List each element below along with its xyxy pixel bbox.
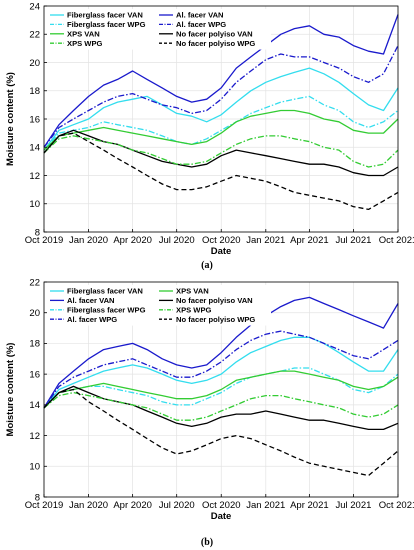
legend-label-3: Al. facer WPG (176, 20, 226, 29)
y-axis-label: Moisture content (%) (5, 72, 16, 166)
legend-label-7: No facer polyiso WPG (176, 315, 255, 324)
y-tick-label: 22 (29, 277, 40, 288)
panel-caption-a: (a) (201, 260, 213, 271)
x-tick-label: Jul 2020 (159, 500, 195, 511)
legend-label-1: Al. facer VAN (176, 11, 224, 20)
series-line-7 (43, 132, 399, 211)
series-line-7 (43, 388, 399, 477)
x-tick-label: Jan 2021 (246, 235, 285, 246)
plot-area (43, 281, 399, 498)
legend-label-1: Al. facer VAN (67, 296, 115, 305)
series-line-3 (43, 330, 399, 409)
legend-label-5: No facer polyiso VAN (176, 296, 253, 305)
legend-label-2: Fiberglass facer WPG (67, 20, 146, 29)
series-line-0 (43, 336, 399, 409)
series-line-4 (43, 109, 399, 151)
legend-label-6: XPS WPG (176, 306, 212, 315)
legend-label-0: Fiberglass facer VAN (67, 287, 143, 296)
series-line-1 (43, 296, 399, 409)
legend-label-7: No facer polyiso WPG (176, 39, 255, 48)
y-tick-label: 20 (29, 58, 40, 69)
series-line-2 (43, 95, 399, 151)
x-tick-label: Apr 2020 (113, 500, 152, 511)
x-tick-label: Oct 2019 (25, 235, 64, 246)
x-tick-label: Oct 2021 (379, 500, 414, 511)
y-tick-label: 8 (35, 492, 40, 503)
x-axis-label: Date (211, 511, 232, 522)
legend-label-0: Fiberglass facer VAN (67, 11, 143, 20)
y-tick-label: 22 (29, 30, 40, 41)
y-tick-label: 12 (29, 431, 40, 442)
y-tick-label: 10 (29, 199, 40, 210)
legend-label-4: XPS VAN (176, 287, 209, 296)
x-tick-label: Jan 2020 (69, 235, 108, 246)
x-tick-label: Apr 2021 (290, 500, 329, 511)
series-line-4 (43, 370, 399, 409)
y-tick-label: 24 (29, 1, 40, 12)
y-tick-label: 14 (29, 400, 40, 411)
series-line-5 (43, 385, 399, 431)
panel-caption-b: (b) (201, 537, 213, 548)
x-tick-label: Jul 2020 (159, 235, 195, 246)
series-line-3 (43, 45, 399, 148)
x-tick-label: Oct 2021 (379, 235, 414, 246)
x-tick-label: Jul 2021 (335, 235, 371, 246)
series-line-0 (43, 67, 399, 151)
x-tick-label: Oct 2019 (25, 500, 64, 511)
x-tick-label: Jul 2021 (335, 500, 371, 511)
series-line-6 (43, 391, 399, 421)
y-tick-label: 12 (29, 171, 40, 182)
y-tick-label: 14 (29, 143, 40, 154)
legend-label-2: Fiberglass facer WPG (67, 306, 146, 315)
panel-a: (a) 8 10 12 14 16 18 20 22 24 Oct 2019 Jan 2020 Apr… (5, 1, 414, 271)
y-tick-label: 18 (29, 86, 40, 97)
x-tick-label: Jan 2020 (69, 500, 108, 511)
x-axis-label: Date (211, 246, 232, 257)
y-tick-label: 8 (35, 227, 40, 238)
series-line-1 (43, 14, 399, 148)
y-tick-label: 10 (29, 462, 40, 473)
x-tick-label: Oct 2020 (202, 500, 241, 511)
legend: Fiberglass facer VAN Al. facer VAN Fibergl… (47, 9, 271, 50)
legend-label-6: XPS WPG (67, 39, 103, 48)
series-line-6 (43, 135, 399, 168)
y-tick-label: 20 (29, 308, 40, 319)
y-tick-label: 18 (29, 339, 40, 350)
legend-label-5: No facer polyiso VAN (176, 30, 253, 39)
x-tick-label: Apr 2021 (290, 235, 329, 246)
panel-b: (b) 8 10 12 14 16 18 20 22 Oct 2019 Jan 2020 Apr 2… (5, 277, 414, 548)
x-tick-label: Apr 2020 (113, 235, 152, 246)
x-tick-label: Jan 2021 (246, 500, 285, 511)
legend-label-4: XPS VAN (67, 30, 100, 39)
y-tick-label: 16 (29, 369, 40, 380)
x-tick-label: Oct 2020 (202, 235, 241, 246)
y-tick-label: 16 (29, 114, 40, 125)
y-axis-label: Moisture content (%) (5, 343, 16, 437)
legend-label-3: Al. facer WPG (67, 315, 117, 324)
